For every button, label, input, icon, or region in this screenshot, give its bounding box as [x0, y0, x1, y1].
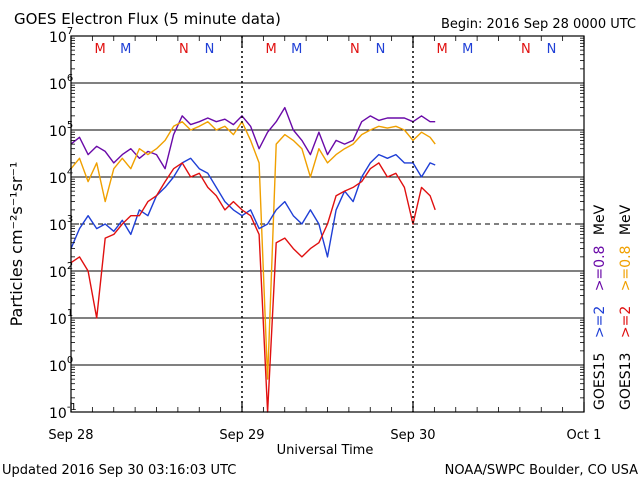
legend-goes13-2mev: >=2 [618, 306, 634, 338]
marker-n-red: N [521, 42, 531, 57]
marker-m-red: M [94, 42, 105, 57]
marker-m-red: M [265, 42, 276, 57]
credit-text: NOAA/SWPC Boulder, CO USA [445, 463, 638, 478]
series-line-goes15-0-8-mev [70, 106, 436, 170]
marker-n-blue: N [205, 42, 215, 57]
marker-m-blue: M [462, 42, 473, 57]
begin-date: Begin: 2016 Sep 28 0000 UTC [441, 17, 636, 32]
x-axis-ticks: Sep 28 Sep 29 Sep 30 Oct 1 [48, 36, 601, 443]
legend-goes15-2mev: >=2 [592, 306, 608, 338]
marker-n-red: N [179, 42, 189, 57]
y-axis-label: Particles cm⁻²s⁻¹sr⁻¹ [7, 162, 26, 327]
series-line-goes13-0-8-mev [70, 120, 436, 380]
x-tick-label: Oct 1 [567, 428, 602, 443]
marker-m-red: M [436, 42, 447, 57]
series-line-goes15-2-mev [70, 153, 436, 258]
marker-n-red: N [350, 42, 360, 57]
marker-m-blue: M [120, 42, 131, 57]
legend-goes15-label: GOES15 [592, 353, 608, 410]
marker-n-blue: N [547, 42, 557, 57]
x-tick-label: Sep 29 [219, 428, 264, 443]
grid-lines [71, 82, 584, 366]
legend-goes15: GOES15 >=2 >=0.8 MeV [592, 204, 608, 410]
legend-goes13: GOES13 >=2 >=0.8 MeV [618, 204, 634, 410]
marker-m-blue: M [291, 42, 302, 57]
series-line-goes13-2-mev [70, 162, 436, 413]
chart-title: GOES Electron Flux (5 minute data) [14, 10, 281, 28]
legend-goes13-label: GOES13 [618, 353, 634, 410]
updated-timestamp: Updated 2016 Sep 30 03:16:03 UTC [2, 463, 236, 478]
data-series [70, 106, 436, 413]
x-tick-label: Sep 30 [390, 428, 435, 443]
legend-mev-unit-1: MeV [592, 204, 608, 235]
legend-mev-unit-2: MeV [618, 204, 634, 235]
svg-text:GOES15 >=2 >=0.8: GOES15 >=2 >=0.8 MeV [592, 204, 608, 410]
marker-n-blue: N [376, 42, 386, 57]
legend-goes13-08mev: >=0.8 [618, 246, 634, 292]
legend-goes15-08mev: >=0.8 [592, 246, 608, 292]
x-axis-label: Universal Time [277, 443, 374, 458]
svg-text:GOES13 >=2 >=0.8: GOES13 >=2 >=0.8 MeV [618, 204, 634, 410]
x-tick-label: Sep 28 [48, 428, 93, 443]
